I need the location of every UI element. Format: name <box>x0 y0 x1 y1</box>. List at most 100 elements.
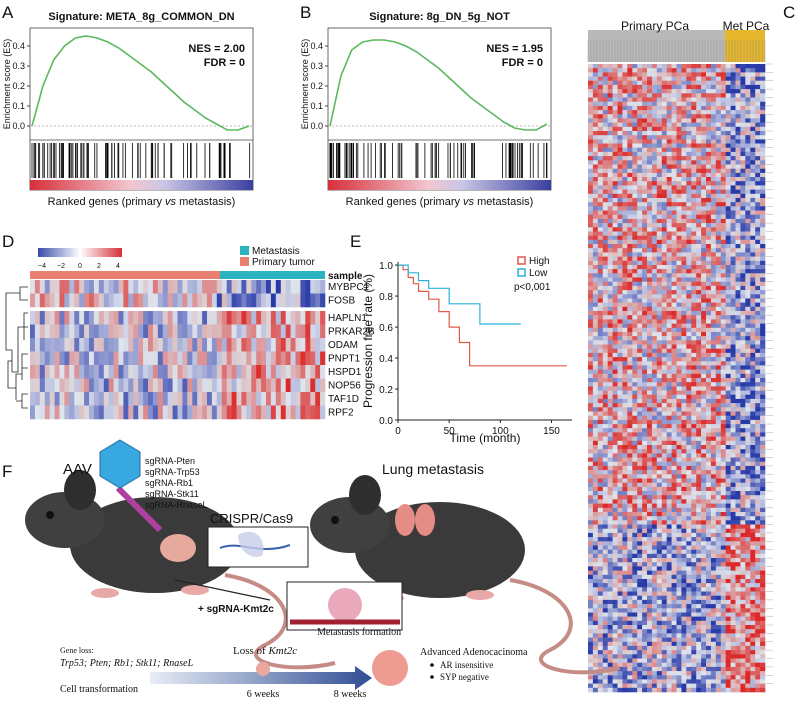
heatmap-cell <box>588 487 593 492</box>
heatmap-cell <box>721 550 726 555</box>
heatmap-cell <box>667 148 672 153</box>
heatmap-cell <box>711 190 716 195</box>
heatmap-cell <box>662 407 667 412</box>
heatmap-cell <box>755 529 760 534</box>
heatmap-cell <box>627 382 632 387</box>
heatmap-cell <box>706 118 711 123</box>
heatmap-cell <box>618 600 623 605</box>
heatmap-cell <box>608 453 613 458</box>
heatmap-cell <box>672 537 677 542</box>
heatmap-cell <box>706 227 711 232</box>
heatmap-cell <box>755 479 760 484</box>
heatmap-cell <box>711 177 716 182</box>
heatmap-cell <box>760 299 765 304</box>
heatmap-cell <box>711 437 716 442</box>
heatmap-cell <box>632 185 637 190</box>
heatmap-cell <box>637 72 642 77</box>
heatmap-cell <box>740 211 745 216</box>
heatmap-cell <box>608 592 613 597</box>
heatmap-cell <box>711 512 716 517</box>
heatmap-cell <box>632 479 637 484</box>
heatmap-cell <box>662 102 667 107</box>
heatmap-cell <box>736 504 741 509</box>
heatmap-cell <box>711 349 716 354</box>
heatmap-cell <box>613 311 618 316</box>
heatmap-cell <box>716 123 721 128</box>
heatmap-cell <box>667 89 672 94</box>
heatmap-cell <box>681 68 686 73</box>
heatmap-cell <box>681 554 686 559</box>
heatmap-cell <box>608 278 613 283</box>
heatmap-cell <box>622 583 627 588</box>
heatmap-cell <box>736 604 741 609</box>
heatmap-cell <box>657 194 662 199</box>
heatmap-cell <box>726 407 731 412</box>
heatmap-cell <box>632 399 637 404</box>
heatmap-cell <box>652 566 657 571</box>
heatmap-cell <box>726 374 731 379</box>
heatmap-cell <box>652 416 657 421</box>
x-axis-label-part: metastasis) <box>474 196 533 208</box>
heatmap-cell <box>622 403 627 408</box>
heatmap-cell <box>677 148 682 153</box>
heatmap-cell <box>745 165 750 170</box>
heatmap-cell <box>608 470 613 475</box>
heatmap-cell <box>721 374 726 379</box>
heatmap-cell <box>755 416 760 421</box>
heatmap-cell <box>632 127 637 132</box>
heatmap-cell <box>608 294 613 299</box>
heatmap-cell <box>672 441 677 446</box>
heatmap-cell <box>632 98 637 103</box>
heatmap-cell <box>706 139 711 144</box>
heatmap-cell <box>721 412 726 417</box>
heatmap-cell <box>627 361 632 366</box>
heatmap-cell <box>652 181 657 186</box>
heatmap-cell <box>657 118 662 123</box>
heatmap-cell <box>662 441 667 446</box>
heatmap-cell <box>691 458 696 463</box>
heatmap-cell <box>637 407 642 412</box>
heatmap-cell <box>691 93 696 98</box>
heatmap-cell <box>642 202 647 207</box>
heatmap-cell <box>716 72 721 77</box>
heatmap-cell <box>632 340 637 345</box>
heatmap-cell <box>726 604 731 609</box>
heatmap-cell <box>642 395 647 400</box>
heatmap-cell <box>745 206 750 211</box>
heatmap-cell <box>598 428 603 433</box>
heatmap-cell <box>667 194 672 199</box>
heatmap-cell <box>613 202 618 207</box>
heatmap-cell <box>736 537 741 542</box>
heatmap-cell <box>745 248 750 253</box>
heatmap-cell <box>603 571 608 576</box>
heatmap-cell <box>745 474 750 479</box>
heatmap-cell <box>736 110 741 115</box>
heatmap-cell <box>750 592 755 597</box>
heatmap-cell <box>681 537 686 542</box>
heatmap-cell <box>637 583 642 588</box>
heatmap-cell <box>662 600 667 605</box>
heatmap-cell <box>603 487 608 492</box>
heatmap-cell <box>598 470 603 475</box>
heatmap-cell <box>672 223 677 228</box>
heatmap-cell <box>716 596 721 601</box>
heatmap-cell <box>662 98 667 103</box>
heatmap-cell <box>750 236 755 241</box>
heatmap-cell <box>657 336 662 341</box>
heatmap-cell <box>662 491 667 496</box>
heatmap-cell <box>755 491 760 496</box>
heatmap-cell <box>657 504 662 509</box>
heatmap-cell <box>622 416 627 421</box>
heatmap-cell <box>632 165 637 170</box>
heatmap-cell <box>598 441 603 446</box>
heatmap-cell <box>627 437 632 442</box>
heatmap-cell <box>755 466 760 471</box>
heatmap-cell <box>667 202 672 207</box>
heatmap-cell <box>740 223 745 228</box>
heatmap-cell <box>667 127 672 132</box>
heatmap-cell <box>731 361 736 366</box>
heatmap-cell <box>608 282 613 287</box>
heatmap-cell <box>681 307 686 312</box>
heatmap-cell <box>691 370 696 375</box>
heatmap-cell <box>745 378 750 383</box>
